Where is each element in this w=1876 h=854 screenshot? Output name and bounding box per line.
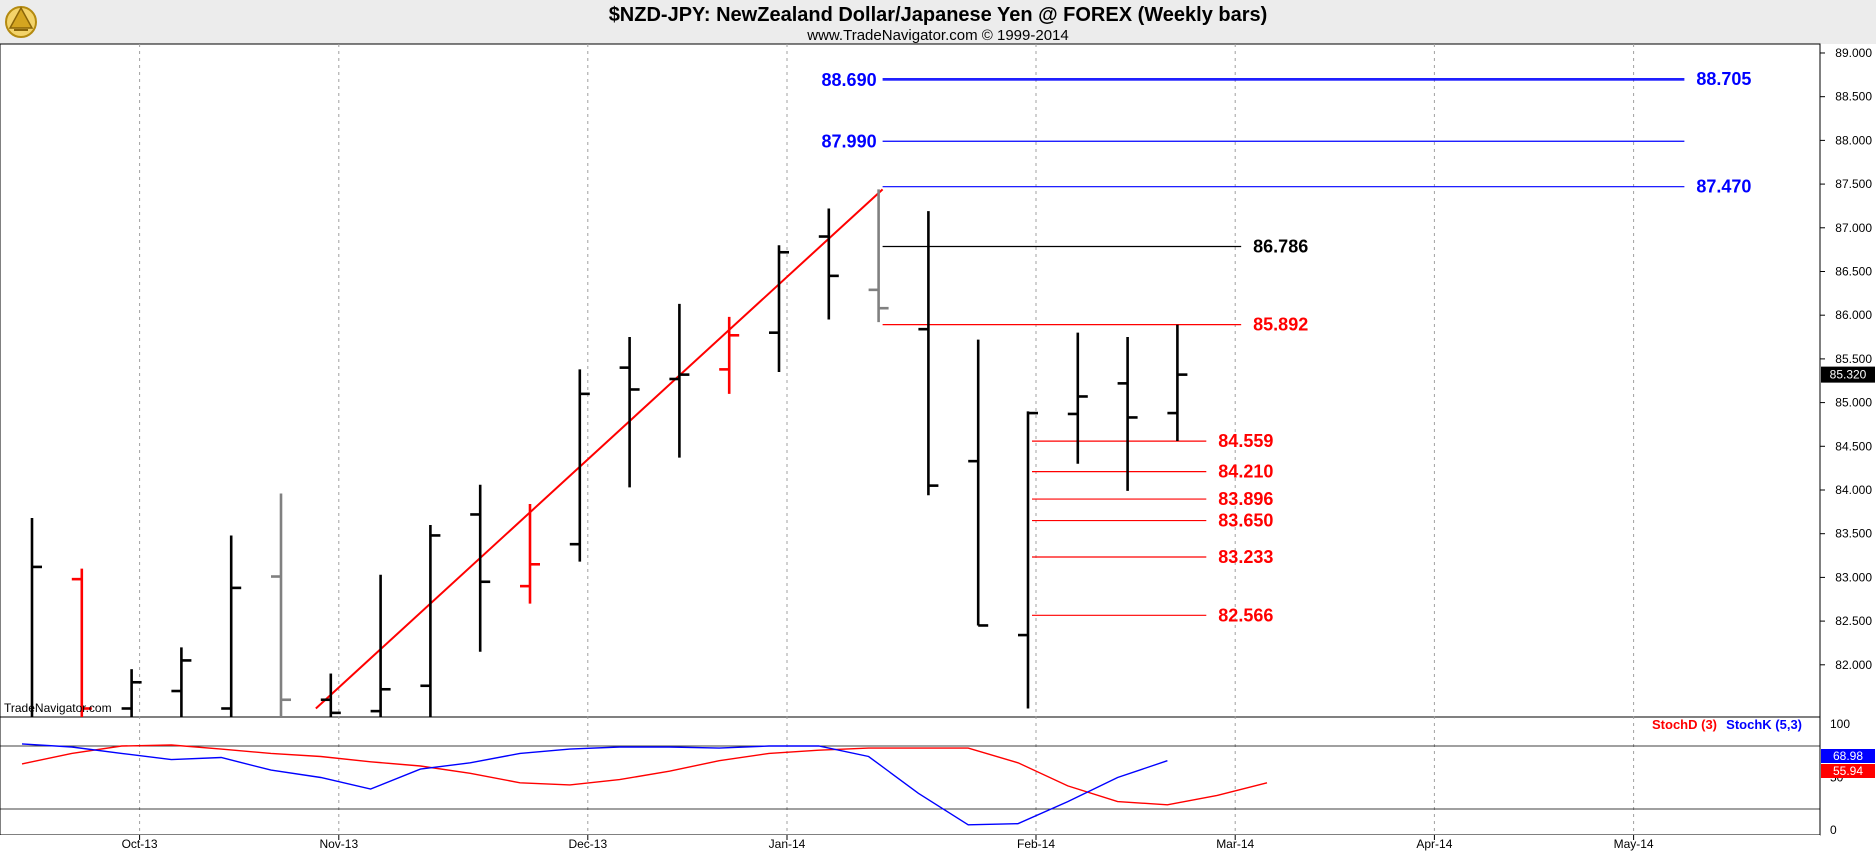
price-tick-label: 82.500 [1835, 614, 1872, 628]
date-tick-label: Mar-14 [1216, 837, 1254, 851]
level-label-resistance-88690: 88.690 [822, 70, 877, 90]
level-label-resistance-88705: 88.705 [1696, 69, 1751, 89]
price-level-labels: 88.705 88.690 87.990 87.470 86.786 85.892 84.5… [822, 69, 1752, 626]
stochastic-lines [21, 743, 1268, 826]
level-label-support-83233: 83.233 [1218, 547, 1273, 567]
date-tick-label: Feb-14 [1017, 837, 1055, 851]
ohlc-bar [171, 647, 192, 717]
level-label-support-85892: 85.892 [1253, 315, 1308, 335]
stoch-k-line [21, 743, 1168, 826]
level-label-support-84559: 84.559 [1218, 431, 1273, 451]
ohlc-bar [71, 568, 92, 717]
date-tick-labels: Oct-13 Nov-13 Dec-13 Jan-14 Feb-14 Mar-14 Apr-… [122, 835, 1654, 851]
ohlc-bar [1067, 332, 1088, 464]
date-tick-label: Dec-13 [568, 837, 607, 851]
ohlc-bar [569, 369, 590, 562]
watermark: TradeNavigator.com [4, 701, 112, 715]
legend-stoch-k: StochK (5,3) [1726, 717, 1802, 732]
trade-navigator-logo-icon [5, 6, 37, 38]
chart-title: $NZD-JPY: NewZealand Dollar/Japanese Yen… [609, 4, 1268, 26]
level-label-resistance-87470: 87.470 [1696, 177, 1751, 197]
level-label-support-82566: 82.566 [1218, 605, 1273, 625]
price-tick-label: 87.000 [1835, 221, 1872, 235]
price-levels [882, 78, 1685, 616]
trendline-group [315, 188, 884, 710]
price-axis [1820, 44, 1876, 854]
date-axis [0, 835, 1820, 854]
ohlc-bar [520, 503, 540, 604]
ohlc-bar [968, 339, 989, 627]
price-tick-label: 84.000 [1835, 483, 1872, 497]
price-tick-label: 84.500 [1835, 439, 1872, 453]
price-tick-label: 86.000 [1835, 308, 1872, 322]
grid-lines [0, 44, 1820, 835]
ohlc-bar [271, 493, 291, 717]
ohlc-bar [669, 303, 690, 458]
ohlc-bar [320, 673, 341, 717]
stoch-k-value: 68.98 [1833, 749, 1863, 763]
ohlc-bar [719, 316, 740, 394]
stoch-d-line [21, 744, 1268, 806]
ohlc-bar [221, 535, 242, 717]
date-tick-label: May-14 [1614, 837, 1654, 851]
ohlc-bar [1117, 337, 1138, 491]
price-panel [0, 43, 1821, 718]
price-tick-label: 86.500 [1835, 264, 1872, 278]
ohlc-bar [470, 484, 491, 652]
ohlc-bar [769, 245, 789, 372]
chart-subtitle: www.TradeNavigator.com © 1999-2014 [806, 27, 1068, 44]
level-label-support-83896: 83.896 [1218, 489, 1273, 509]
ohlc-bar [121, 669, 142, 717]
level-label-support-84210: 84.210 [1218, 462, 1273, 482]
date-tick-label: Nov-13 [319, 837, 358, 851]
ohlc-bar [370, 574, 391, 717]
ohlc-bar [619, 337, 640, 488]
stochastic-panel [0, 716, 1821, 836]
stoch-tick-label: 0 [1830, 823, 1837, 837]
level-label-resistance-87990: 87.990 [822, 131, 877, 151]
price-tick-label: 87.500 [1835, 177, 1872, 191]
ohlc-bar [1167, 324, 1188, 442]
stoch-tick-label: 100 [1830, 717, 1850, 731]
price-tick-label: 85.500 [1835, 352, 1872, 366]
ohlc-bar [918, 211, 939, 496]
date-tick-label: Apr-14 [1416, 837, 1452, 851]
price-tick-labels: 82.000 82.500 83.000 83.500 84.000 84.500 85.0… [1820, 46, 1872, 837]
last-price-label: 85.320 [1830, 368, 1867, 382]
last-price-tag: 85.320 [1821, 366, 1875, 383]
date-tick-label: Jan-14 [769, 837, 806, 851]
price-tick-label: 83.000 [1835, 570, 1872, 584]
stoch-k-tag: 68.98 [1821, 749, 1875, 763]
price-tick-label: 88.500 [1835, 90, 1872, 104]
price-tick-label: 83.500 [1835, 527, 1872, 541]
level-label-support-83650: 83.650 [1218, 511, 1273, 531]
ohlc-bar [30, 517, 42, 717]
trendline [315, 188, 884, 710]
stoch-d-value: 55.94 [1833, 764, 1863, 778]
level-label-pivot-86786: 86.786 [1253, 236, 1308, 256]
ohlc-bar [420, 524, 441, 717]
price-tick-label: 82.000 [1835, 658, 1872, 672]
price-tick-label: 88.000 [1835, 133, 1872, 147]
ohlc-bar [1018, 411, 1038, 709]
ohlc-bars [30, 189, 1188, 717]
stoch-d-tag: 55.94 [1821, 764, 1875, 778]
legend-stoch-d: StochD (3) [1652, 717, 1717, 732]
ohlc-bar [818, 208, 839, 320]
price-tick-label: 89.000 [1835, 46, 1872, 60]
ohlc-bar [868, 189, 889, 323]
header-bar [0, 0, 1876, 44]
price-tick-label: 85.000 [1835, 396, 1872, 410]
date-tick-label: Oct-13 [122, 837, 158, 851]
